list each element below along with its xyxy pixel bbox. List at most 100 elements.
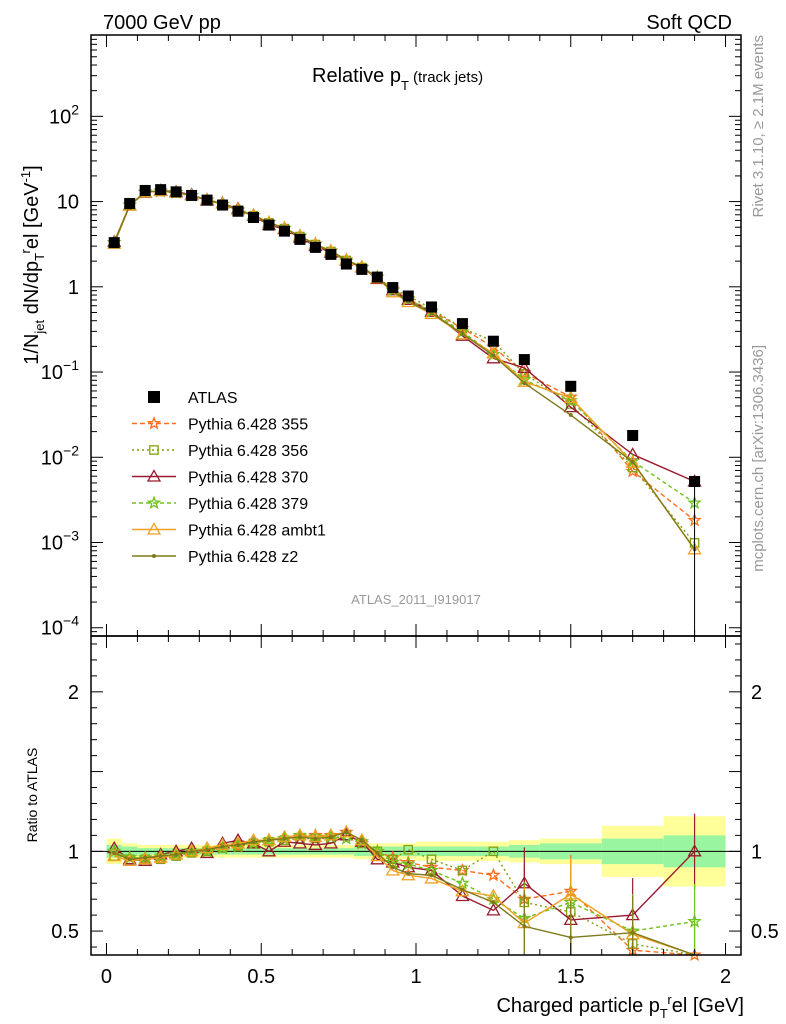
series-point	[401, 856, 416, 871]
series-point	[359, 838, 364, 843]
series-point	[354, 832, 369, 846]
data-point	[186, 189, 198, 201]
series-point	[261, 844, 277, 857]
series-point	[429, 873, 434, 878]
data-point	[456, 318, 468, 330]
data-point	[340, 258, 352, 270]
series-point	[122, 853, 137, 867]
legend-label-data: ATLAS	[188, 390, 238, 407]
series-point	[424, 871, 439, 884]
legend-label: Pythia 6.428 z2	[188, 549, 298, 566]
series-point	[112, 850, 117, 855]
series-point	[246, 832, 261, 846]
data-point	[248, 212, 259, 224]
series-point	[220, 844, 225, 849]
series-point	[457, 865, 468, 876]
data-point	[325, 248, 337, 260]
series-point	[127, 857, 132, 862]
series-point	[308, 829, 323, 843]
header-right: Soft QCD	[646, 12, 732, 34]
series-point	[158, 854, 163, 859]
series-point	[277, 829, 292, 843]
legend-label: Pythia 6.428 379	[188, 496, 308, 513]
series-point	[486, 903, 501, 916]
legend: ATLAS Pythia 6.428 355 Pythia 6.428 356 Pyt…	[132, 390, 326, 566]
x-axis-label: Charged particle pTrel [GeV]	[496, 992, 744, 1021]
data-point	[627, 430, 639, 442]
series-point	[184, 843, 199, 858]
data-point	[201, 194, 213, 206]
series-point	[630, 459, 635, 464]
series-point	[323, 836, 339, 849]
x-tick-label: 2	[720, 966, 731, 988]
y-tick-label-main: 10−4	[41, 613, 79, 640]
series-point	[424, 306, 439, 320]
series-point	[403, 844, 414, 855]
data-point	[518, 354, 530, 366]
series-point	[189, 849, 194, 854]
series-point	[406, 871, 411, 876]
y-axis-label-ratio: Ratio to ATLAS	[24, 748, 40, 843]
series-point	[563, 399, 578, 413]
series-point	[199, 840, 215, 854]
series-point	[313, 836, 318, 841]
series-point	[146, 495, 162, 510]
y-tick-label-main: 102	[49, 101, 79, 128]
data-point	[565, 380, 577, 392]
ratio-tick-label-left: 1	[68, 841, 79, 863]
main-frame	[90, 34, 742, 637]
ratio-tick-label-left: 0.5	[51, 921, 79, 943]
series-point	[251, 839, 256, 844]
series-point	[568, 413, 573, 418]
data-point	[217, 199, 229, 211]
series-point	[460, 331, 465, 336]
data-point	[387, 282, 399, 294]
series-point	[385, 863, 400, 876]
legend-label: Pythia 6.428 370	[188, 470, 308, 487]
data-point	[108, 237, 120, 249]
data-point	[232, 205, 244, 217]
series-point	[149, 445, 159, 455]
series-point	[153, 848, 168, 863]
ratio-tick-label-left: 2	[68, 682, 79, 704]
series-point	[625, 455, 640, 468]
series-line-main	[113, 190, 696, 544]
data-point	[356, 263, 368, 275]
series-point	[339, 824, 354, 838]
rivet-label: Rivet 3.1.10, ≥ 2.1M events	[750, 35, 767, 218]
analysis-label: ATLAS_2011_I919017	[351, 592, 481, 607]
ratio-tick-label-right: 0.5	[751, 921, 779, 943]
header-left: 7000 GeV pp	[103, 12, 221, 34]
series-point	[215, 837, 230, 851]
series-point	[152, 554, 156, 558]
series-point	[344, 830, 349, 835]
series-point	[401, 854, 416, 869]
x-tick-label: 0	[101, 966, 112, 988]
series-point	[143, 855, 148, 860]
data-point	[371, 271, 383, 283]
data-point	[155, 184, 167, 196]
data-point	[309, 241, 321, 253]
series-point	[107, 848, 122, 862]
series-point	[339, 828, 354, 841]
series-point	[491, 353, 496, 358]
series-point	[308, 837, 323, 851]
data-point	[170, 186, 182, 198]
series-point	[323, 828, 339, 841]
series-point	[424, 859, 439, 874]
series-point	[174, 852, 179, 857]
y-tick-label-main: 10	[57, 192, 79, 214]
data-layer	[108, 184, 701, 636]
series-point	[230, 836, 246, 849]
series-point	[261, 832, 277, 847]
series-point	[146, 415, 162, 430]
data-point	[487, 335, 499, 347]
y-tick-label-main: 10−2	[41, 442, 79, 469]
axes-layer: 0 0.5 1 1.5 2 10−4 10−3 10−2 10−1 1 10 102 0.5 0.5 1 1 2…	[41, 34, 779, 988]
series-point	[491, 900, 496, 905]
x-tick-label: 0.5	[247, 966, 275, 988]
legend-label: Pythia 6.428 355	[188, 417, 308, 434]
data-point	[402, 290, 414, 302]
series-point	[488, 846, 499, 857]
series-point	[266, 838, 271, 843]
